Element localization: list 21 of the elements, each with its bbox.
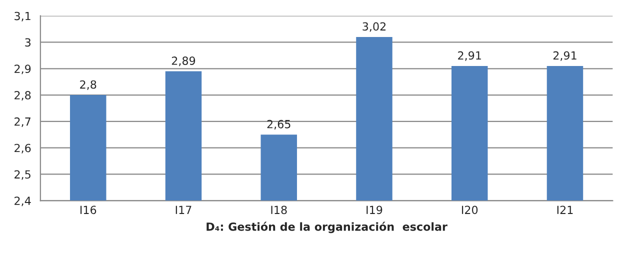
y-tick-label: 2,8 — [14, 91, 31, 101]
x-tick-label: I18 — [271, 206, 287, 214]
data-label: 2,65 — [267, 120, 290, 130]
data-label: 3,02 — [362, 22, 386, 32]
x-axis-title: D₄: Gestión de la organización escolar — [206, 222, 448, 234]
y-tick-label: 2,7 — [14, 117, 30, 127]
x-tick-label: I20 — [462, 206, 478, 214]
data-label: 2,89 — [172, 56, 196, 66]
y-tick-label: 3,1 — [14, 12, 30, 22]
x-tick-label: I16 — [80, 206, 96, 214]
data-label: 2,91 — [458, 51, 481, 61]
data-label: 2,91 — [553, 51, 576, 61]
y-tick-label: 2,5 — [14, 170, 30, 180]
x-tick-label: I17 — [176, 206, 192, 214]
y-tick-label: 3 — [25, 38, 31, 47]
y-tick-label: 2,9 — [14, 64, 31, 74]
y-tick-label: 2,6 — [14, 144, 31, 154]
y-tick-label: 2,4 — [14, 196, 31, 206]
x-tick-label: I19 — [366, 206, 382, 214]
data-label: 2,8 — [80, 80, 96, 90]
x-tick-label: I21 — [557, 206, 573, 214]
